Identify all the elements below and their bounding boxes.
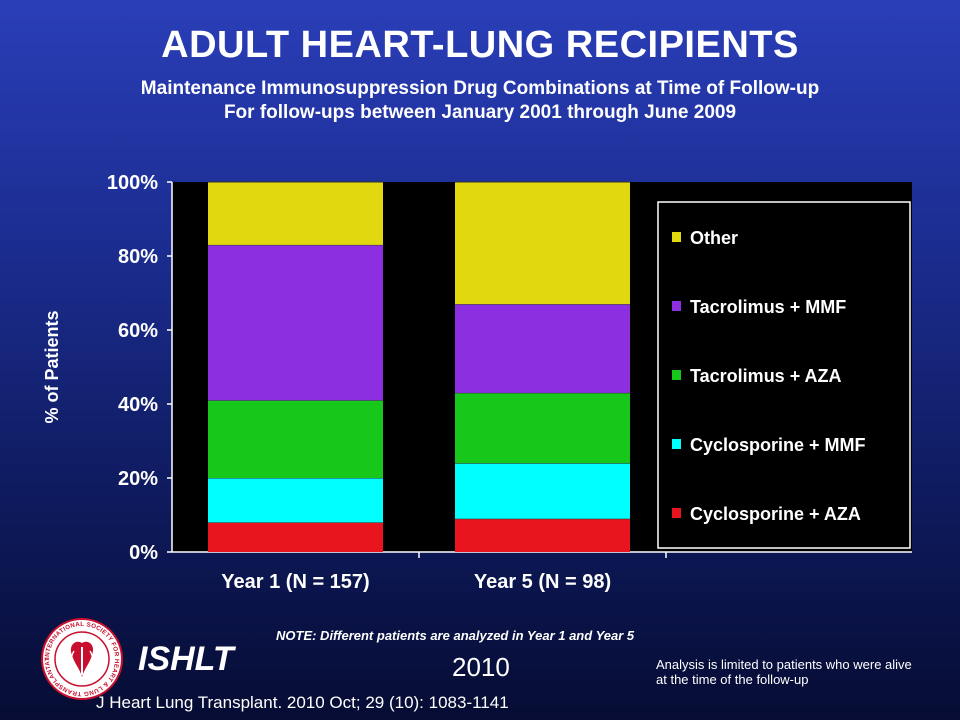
stacked-bar-chart: 0% 20% 40% 60% 80% 100% % of Patients Year 1 (N… xyxy=(42,172,912,593)
analysis-limitation-note: Analysis is limited to patients who were… xyxy=(656,657,912,687)
legend-label-tacrolimus-mmf: Tacrolimus + MMF xyxy=(690,297,846,317)
bar-cyclosporine-aza-1 xyxy=(208,522,383,552)
bar-tacrolimus-mmf-2 xyxy=(455,304,630,393)
bar-tacrolimus-mmf-1 xyxy=(208,244,383,401)
legend-label-other: Other xyxy=(690,228,738,248)
page-title: ADULT HEART-LUNG RECIPIENTS xyxy=(161,24,799,66)
chart-subtitle-date-range: For follow-ups between January 2001 thro… xyxy=(223,102,737,123)
y-tick-label: 0% xyxy=(129,542,158,564)
bar-cyclosporine-aza-2 xyxy=(455,518,630,552)
legend-swatch-tacrolimus-aza xyxy=(672,370,681,380)
y-tick-label: 20% xyxy=(118,468,158,490)
chart-subtitle: Maintenance Immunosuppression Drug Combi… xyxy=(140,78,820,99)
x-tick-label: Year 5 (N = 98) xyxy=(474,571,611,593)
ishlt-seal-icon: INTERNATIONAL SOCIETY FOR HEART & LUNG T… xyxy=(40,617,123,700)
legend-label-cyclosporine-mmf: Cyclosporine + MMF xyxy=(690,435,866,455)
legend-swatch-tacrolimus-mmf xyxy=(672,301,681,311)
bar-other-1 xyxy=(208,182,383,245)
report-year: 2010 xyxy=(452,652,510,682)
legend-swatch-other xyxy=(672,232,681,242)
legend-swatch-cyclosporine-aza xyxy=(672,508,681,518)
bar-other-2 xyxy=(455,182,630,305)
legend-label-tacrolimus-aza: Tacrolimus + AZA xyxy=(690,366,842,386)
legend-swatch-cyclosporine-mmf xyxy=(672,439,681,449)
journal-citation: J Heart Lung Transplant. 2010 Oct; 29 (1… xyxy=(96,693,509,712)
chart-legend xyxy=(657,201,911,549)
y-tick-label: 80% xyxy=(118,246,158,268)
y-axis-title: % of Patients xyxy=(42,310,62,423)
y-tick-label: 60% xyxy=(118,320,158,342)
bar-cyclosporine-mmf-2 xyxy=(455,463,630,519)
bar-tacrolimus-aza-2 xyxy=(455,392,630,464)
bar-cyclosporine-mmf-1 xyxy=(208,478,383,523)
bar-tacrolimus-aza-1 xyxy=(208,400,383,478)
organization-name: ISHLT xyxy=(138,640,234,678)
y-tick-label: 40% xyxy=(118,394,158,416)
legend-label-cyclosporine-aza: Cyclosporine + AZA xyxy=(690,504,861,524)
y-tick-label: 100% xyxy=(107,172,158,194)
analysis-note: NOTE: Different patients are analyzed in… xyxy=(276,628,635,643)
x-tick-label: Year 1 (N = 157) xyxy=(221,571,369,593)
